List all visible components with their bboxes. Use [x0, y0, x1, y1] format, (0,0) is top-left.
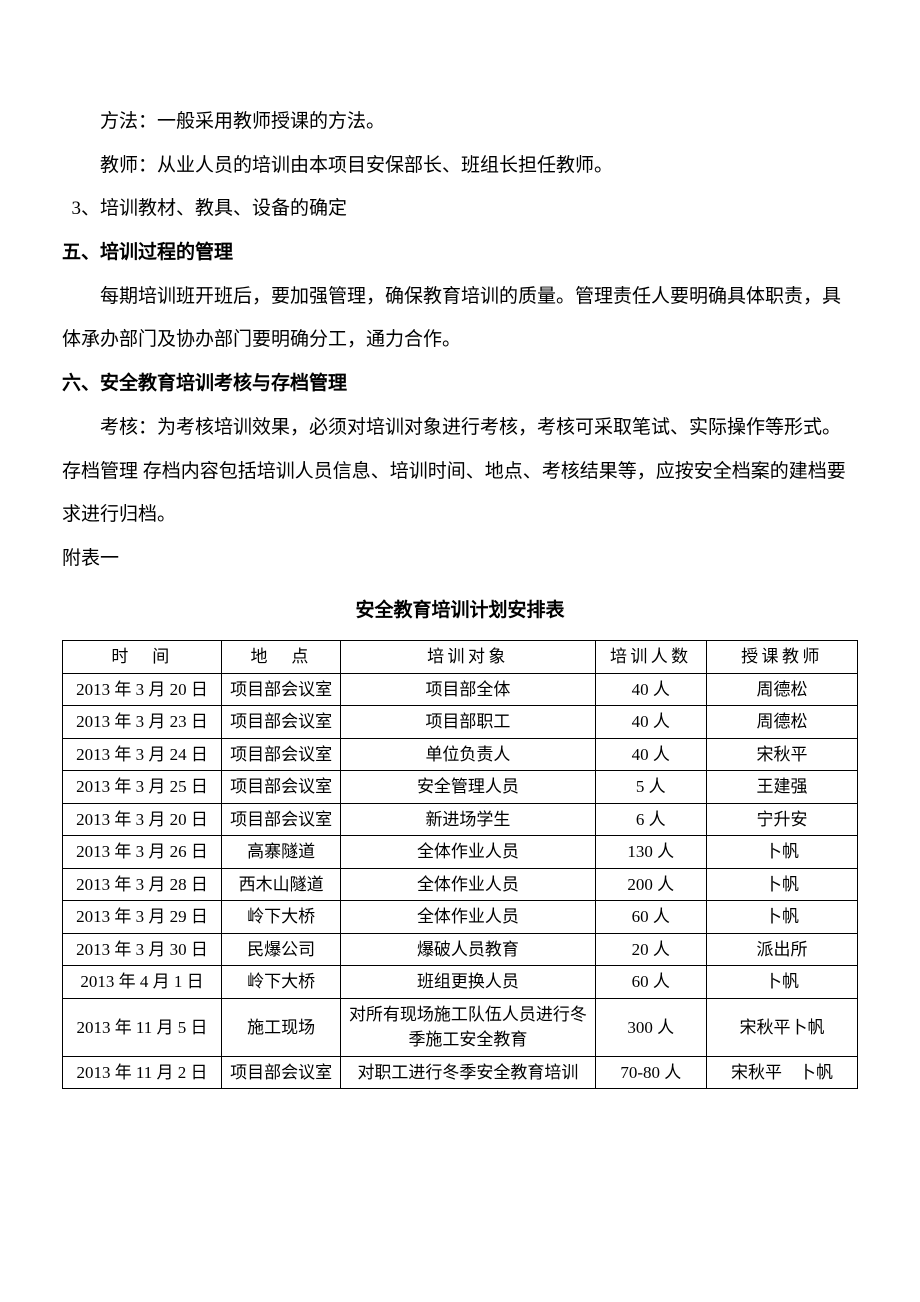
- cell-target: 全体作业人员: [341, 868, 595, 901]
- header-place: 地 点: [222, 641, 341, 674]
- cell-teacher: 周德松: [706, 706, 857, 739]
- cell-count: 70-80 人: [595, 1056, 706, 1089]
- cell-time: 2013 年 3 月 24 日: [63, 738, 222, 771]
- cell-target: 全体作业人员: [341, 836, 595, 869]
- cell-count: 130 人: [595, 836, 706, 869]
- cell-time: 2013 年 3 月 25 日: [63, 771, 222, 804]
- cell-count: 6 人: [595, 803, 706, 836]
- cell-teacher: 周德松: [706, 673, 857, 706]
- table-row: 2013 年 3 月 30 日民爆公司爆破人员教育20 人派出所: [63, 933, 858, 966]
- cell-time: 2013 年 3 月 28 日: [63, 868, 222, 901]
- cell-teacher: 卜帆: [706, 836, 857, 869]
- cell-count: 40 人: [595, 673, 706, 706]
- cell-count: 60 人: [595, 901, 706, 934]
- cell-teacher: 王建强: [706, 771, 857, 804]
- table-row: 2013 年 3 月 28 日西木山隧道全体作业人员200 人卜帆: [63, 868, 858, 901]
- table-row: 2013 年 4 月 1 日岭下大桥班组更换人员60 人卜帆: [63, 966, 858, 999]
- heading-section-6: 六、安全教育培训考核与存档管理: [62, 362, 858, 406]
- table-row: 2013 年 11 月 5 日施工现场对所有现场施工队伍人员进行冬季施工安全教育…: [63, 998, 858, 1056]
- cell-count: 200 人: [595, 868, 706, 901]
- cell-count: 20 人: [595, 933, 706, 966]
- cell-time: 2013 年 3 月 30 日: [63, 933, 222, 966]
- header-target: 培训对象: [341, 641, 595, 674]
- cell-place: 项目部会议室: [222, 771, 341, 804]
- cell-place: 民爆公司: [222, 933, 341, 966]
- cell-place: 施工现场: [222, 998, 341, 1056]
- cell-target: 爆破人员教育: [341, 933, 595, 966]
- cell-time: 2013 年 3 月 29 日: [63, 901, 222, 934]
- cell-count: 5 人: [595, 771, 706, 804]
- cell-teacher: 派出所: [706, 933, 857, 966]
- table-row: 2013 年 3 月 25 日项目部会议室安全管理人员5 人王建强: [63, 771, 858, 804]
- cell-teacher: 宋秋平: [706, 738, 857, 771]
- cell-count: 40 人: [595, 706, 706, 739]
- cell-time: 2013 年 11 月 2 日: [63, 1056, 222, 1089]
- cell-target: 项目部全体: [341, 673, 595, 706]
- heading-section-5: 五、培训过程的管理: [62, 231, 858, 275]
- cell-target: 安全管理人员: [341, 771, 595, 804]
- paragraph-management: 每期培训班开班后，要加强管理，确保教育培训的质量。管理责任人要明确具体职责，具体…: [62, 275, 858, 362]
- cell-teacher: 卜帆: [706, 966, 857, 999]
- cell-time: 2013 年 3 月 26 日: [63, 836, 222, 869]
- cell-target: 对所有现场施工队伍人员进行冬季施工安全教育: [341, 998, 595, 1056]
- table-header-row: 时 间 地 点 培训对象 培训人数 授课教师: [63, 641, 858, 674]
- cell-count: 40 人: [595, 738, 706, 771]
- cell-count: 60 人: [595, 966, 706, 999]
- cell-place: 岭下大桥: [222, 966, 341, 999]
- cell-target: 班组更换人员: [341, 966, 595, 999]
- cell-teacher: 宁升安: [706, 803, 857, 836]
- paragraph-teacher: 教师：从业人员的培训由本项目安保部长、班组长担任教师。: [62, 144, 858, 188]
- cell-time: 2013 年 4 月 1 日: [63, 966, 222, 999]
- paragraph-materials: 3、培训教材、教具、设备的确定: [72, 187, 859, 231]
- cell-teacher: 卜帆: [706, 868, 857, 901]
- header-count: 培训人数: [595, 641, 706, 674]
- cell-target: 单位负责人: [341, 738, 595, 771]
- cell-target: 项目部职工: [341, 706, 595, 739]
- appendix-label: 附表一: [62, 537, 858, 581]
- cell-time: 2013 年 3 月 20 日: [63, 673, 222, 706]
- cell-time: 2013 年 3 月 23 日: [63, 706, 222, 739]
- cell-teacher: 卜帆: [706, 901, 857, 934]
- schedule-table: 时 间 地 点 培训对象 培训人数 授课教师 2013 年 3 月 20 日项目…: [62, 640, 858, 1089]
- cell-target: 对职工进行冬季安全教育培训: [341, 1056, 595, 1089]
- table-row: 2013 年 3 月 23 日项目部会议室项目部职工40 人周德松: [63, 706, 858, 739]
- table-row: 2013 年 3 月 29 日岭下大桥全体作业人员60 人卜帆: [63, 901, 858, 934]
- header-time: 时 间: [63, 641, 222, 674]
- cell-teacher: 宋秋平卜帆: [706, 998, 857, 1056]
- cell-place: 岭下大桥: [222, 901, 341, 934]
- cell-place: 项目部会议室: [222, 803, 341, 836]
- cell-place: 项目部会议室: [222, 1056, 341, 1089]
- table-row: 2013 年 3 月 26 日高寨隧道全体作业人员130 人卜帆: [63, 836, 858, 869]
- table-row: 2013 年 3 月 24 日项目部会议室单位负责人40 人宋秋平: [63, 738, 858, 771]
- table-row: 2013 年 3 月 20 日项目部会议室新进场学生6 人宁升安: [63, 803, 858, 836]
- header-teacher: 授课教师: [706, 641, 857, 674]
- cell-time: 2013 年 3 月 20 日: [63, 803, 222, 836]
- table-row: 2013 年 3 月 20 日项目部会议室项目部全体40 人周德松: [63, 673, 858, 706]
- paragraph-assessment: 考核：为考核培训效果，必须对培训对象进行考核，考核可采取笔试、实际操作等形式。存…: [62, 406, 858, 537]
- cell-place: 项目部会议室: [222, 673, 341, 706]
- cell-target: 全体作业人员: [341, 901, 595, 934]
- cell-place: 项目部会议室: [222, 738, 341, 771]
- cell-place: 项目部会议室: [222, 706, 341, 739]
- cell-target: 新进场学生: [341, 803, 595, 836]
- table-title: 安全教育培训计划安排表: [62, 589, 858, 633]
- cell-place: 西木山隧道: [222, 868, 341, 901]
- cell-place: 高寨隧道: [222, 836, 341, 869]
- cell-teacher: 宋秋平 卜帆: [706, 1056, 857, 1089]
- paragraph-method: 方法：一般采用教师授课的方法。: [62, 100, 858, 144]
- cell-count: 300 人: [595, 998, 706, 1056]
- cell-time: 2013 年 11 月 5 日: [63, 998, 222, 1056]
- table-row: 2013 年 11 月 2 日项目部会议室对职工进行冬季安全教育培训70-80 …: [63, 1056, 858, 1089]
